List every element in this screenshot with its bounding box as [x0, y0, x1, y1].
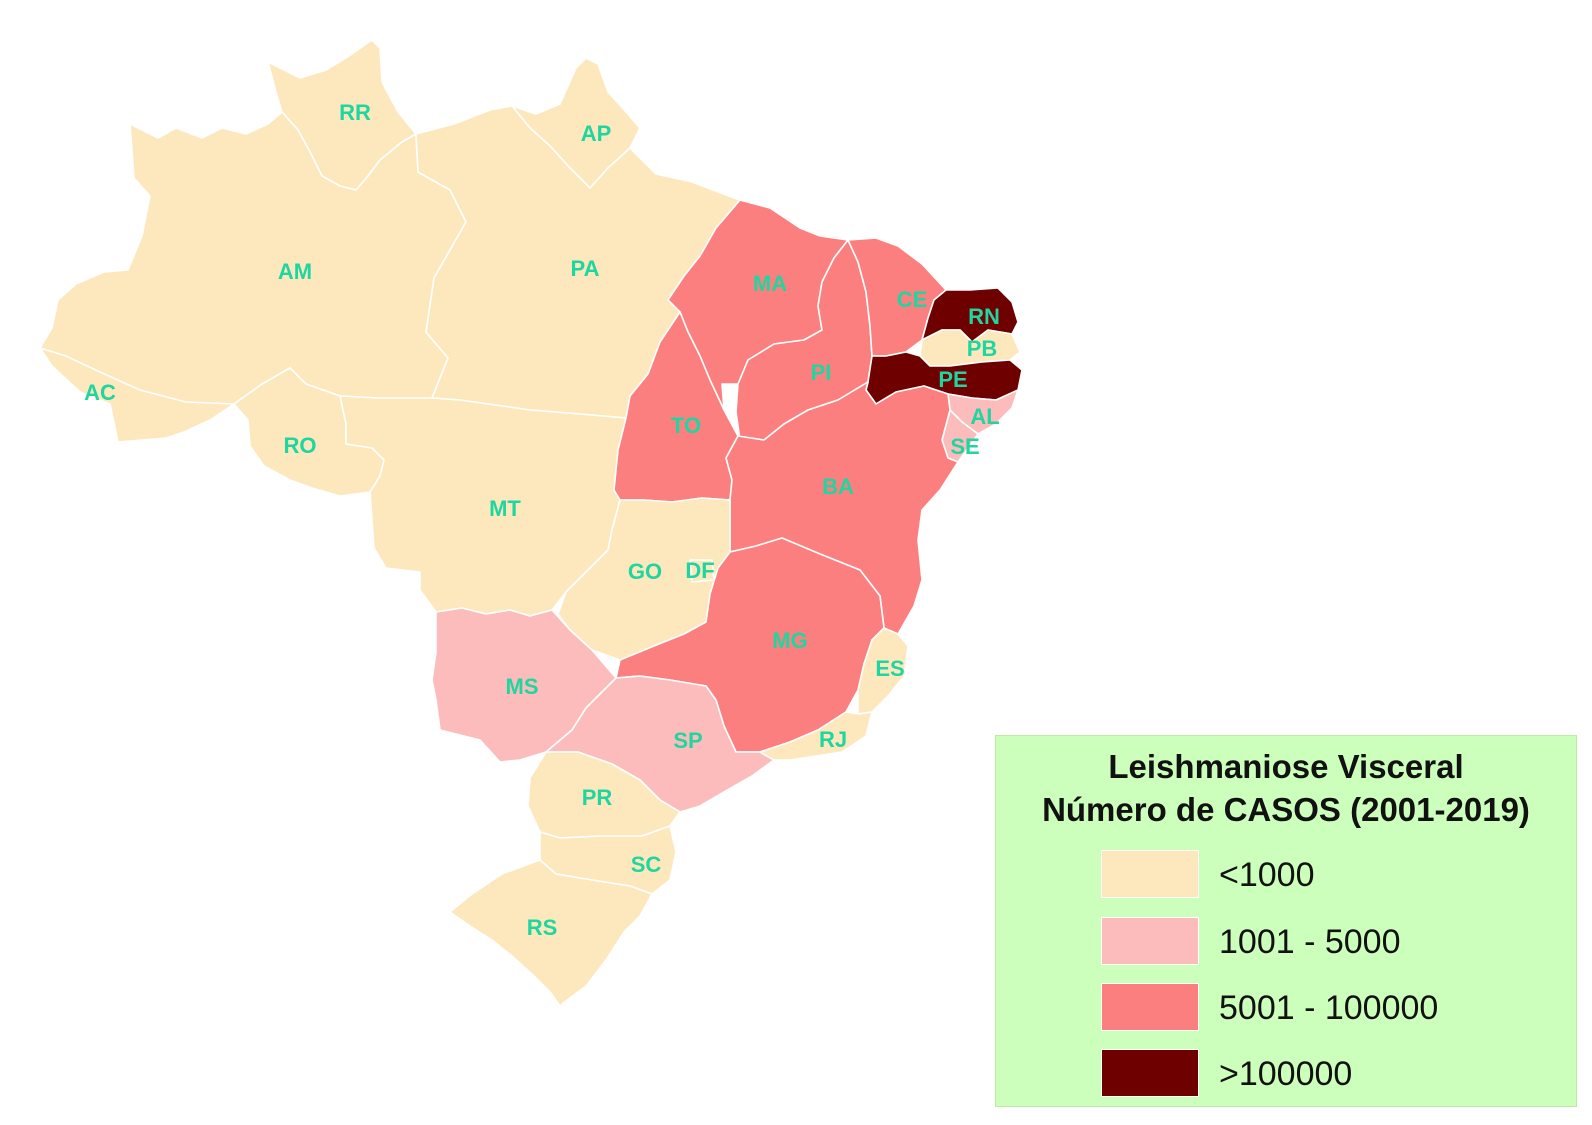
state-AC[interactable] [39, 347, 235, 443]
label-PR: PR [582, 785, 613, 810]
label-PA: PA [571, 256, 600, 281]
label-SP: SP [673, 728, 702, 753]
label-GO: GO [628, 559, 662, 584]
label-MG: MG [772, 628, 807, 653]
label-SC: SC [631, 852, 662, 877]
legend-swatch-low [1101, 850, 1199, 898]
label-MA: MA [753, 271, 787, 296]
legend-swatch-top [1101, 1049, 1199, 1097]
label-BA: BA [822, 474, 854, 499]
legend-item-mid: 1001 - 5000 [1101, 917, 1561, 965]
label-MS: MS [506, 674, 539, 699]
label-RN: RN [968, 304, 1000, 329]
label-TO: TO [671, 413, 701, 438]
legend-label-high: 5001 - 100000 [1219, 989, 1439, 1027]
label-CE: CE [897, 287, 928, 312]
label-PB: PB [967, 336, 998, 361]
legend-item-high: 5001 - 100000 [1101, 983, 1561, 1031]
label-AP: AP [581, 121, 612, 146]
label-AC: AC [84, 380, 116, 405]
legend-swatch-mid [1101, 917, 1199, 965]
legend-label-low: <1000 [1219, 856, 1315, 894]
state-RJ[interactable] [759, 711, 873, 761]
state-labels: RR AP AM PA AC RO MT MA PI CE RN PB PE A… [84, 100, 1000, 940]
label-DF: DF [685, 558, 714, 583]
state-RS[interactable] [449, 859, 653, 1025]
label-PE: PE [938, 367, 967, 392]
label-ES: ES [875, 656, 904, 681]
legend-swatch-high [1101, 983, 1199, 1031]
state-SP[interactable] [545, 675, 775, 813]
legend-title-line2: Número de CASOS (2001-2019) [1042, 791, 1530, 828]
label-RR: RR [339, 100, 371, 125]
label-SE: SE [950, 434, 979, 459]
legend-label-top: >100000 [1219, 1055, 1353, 1093]
label-AL: AL [970, 404, 999, 429]
label-MT: MT [489, 496, 521, 521]
label-RJ: RJ [819, 727, 847, 752]
legend-label-mid: 1001 - 5000 [1219, 923, 1401, 961]
legend-item-top: >100000 [1101, 1049, 1561, 1097]
map-legend: Leishmaniose Visceral Número de CASOS (2… [995, 735, 1577, 1107]
label-PI: PI [811, 360, 832, 385]
legend-title-line1: Leishmaniose Visceral [1108, 748, 1464, 785]
label-RS: RS [527, 915, 558, 940]
label-RO: RO [284, 433, 317, 458]
label-AM: AM [278, 259, 312, 284]
legend-item-low: <1000 [1101, 850, 1561, 898]
